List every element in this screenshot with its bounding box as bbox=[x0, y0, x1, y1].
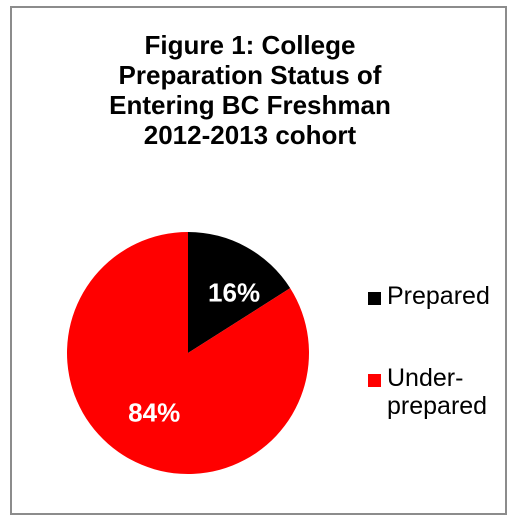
pie-data-label-under-prepared: 84% bbox=[128, 397, 180, 427]
pie-data-label-prepared: 16% bbox=[208, 278, 260, 308]
legend-label-under-prepared-line-1: Under- bbox=[387, 364, 464, 392]
chart-title-line-4: 2012-2013 cohort bbox=[143, 120, 357, 150]
chart-title: Figure 1: College Preparation Status of … bbox=[60, 30, 440, 150]
legend-swatch-under-prepared bbox=[368, 374, 381, 387]
legend-label-prepared: Prepared bbox=[387, 282, 490, 310]
legend-swatch-prepared bbox=[368, 292, 381, 305]
pie-slice-prepared bbox=[188, 232, 291, 353]
chart-title-line-3: Entering BC Freshman bbox=[109, 90, 391, 120]
legend-label-under-prepared-line-2: prepared bbox=[387, 392, 488, 420]
legend-item-prepared: Prepared bbox=[368, 282, 490, 310]
chart-title-line-1: Figure 1: College bbox=[144, 30, 356, 60]
chart-title-line-2: Preparation Status of bbox=[118, 60, 382, 90]
pie-chart: 16% 84% bbox=[66, 232, 309, 474]
legend-item-under-prepared: Under- prepared bbox=[368, 364, 487, 420]
pie-slice-under-prepared bbox=[66, 232, 309, 474]
